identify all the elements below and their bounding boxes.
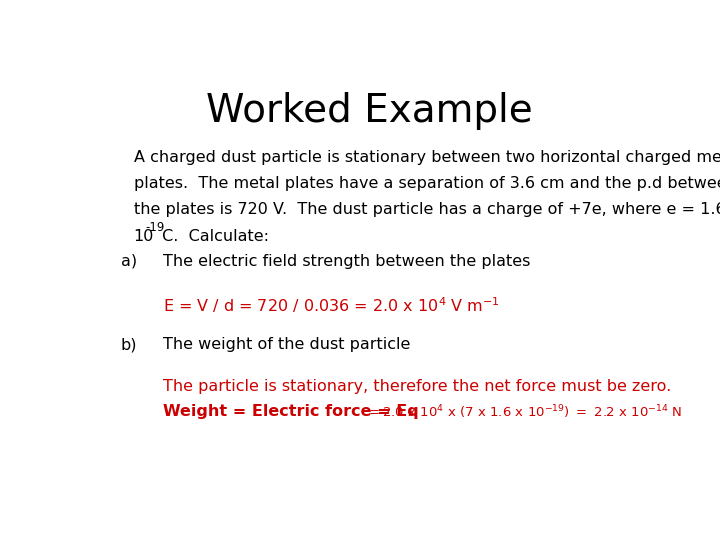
Text: Weight = Electric force = Eq: Weight = Electric force = Eq bbox=[163, 404, 418, 418]
Text: E = V / d = 720 / 0.036 = 2.0 x 10$^{4}$ V m$^{-1}$: E = V / d = 720 / 0.036 = 2.0 x 10$^{4}$… bbox=[163, 295, 500, 315]
Text: -19: -19 bbox=[145, 221, 165, 234]
Text: A charged dust particle is stationary between two horizontal charged metal: A charged dust particle is stationary be… bbox=[133, 150, 720, 165]
Text: the plates is 720 V.  The dust particle has a charge of +7e, where e = 1.6 x: the plates is 720 V. The dust particle h… bbox=[133, 202, 720, 218]
Text: $= 2.0\ \mathrm{x}\ 10^{4}\ \mathrm{x}\ (7\ \mathrm{x}\ 1.6\ \mathrm{x}\ 10^{-19: $= 2.0\ \mathrm{x}\ 10^{4}\ \mathrm{x}\ … bbox=[366, 404, 683, 421]
Text: a): a) bbox=[121, 254, 137, 269]
Text: C.  Calculate:: C. Calculate: bbox=[157, 228, 269, 244]
Text: Worked Example: Worked Example bbox=[206, 92, 532, 130]
Text: The weight of the dust particle: The weight of the dust particle bbox=[163, 337, 410, 352]
Text: plates.  The metal plates have a separation of 3.6 cm and the p.d between: plates. The metal plates have a separati… bbox=[133, 176, 720, 191]
Text: The electric field strength between the plates: The electric field strength between the … bbox=[163, 254, 530, 269]
Text: b): b) bbox=[121, 337, 138, 352]
Text: The particle is stationary, therefore the net force must be zero.: The particle is stationary, therefore th… bbox=[163, 379, 671, 394]
Text: 10: 10 bbox=[133, 228, 154, 244]
